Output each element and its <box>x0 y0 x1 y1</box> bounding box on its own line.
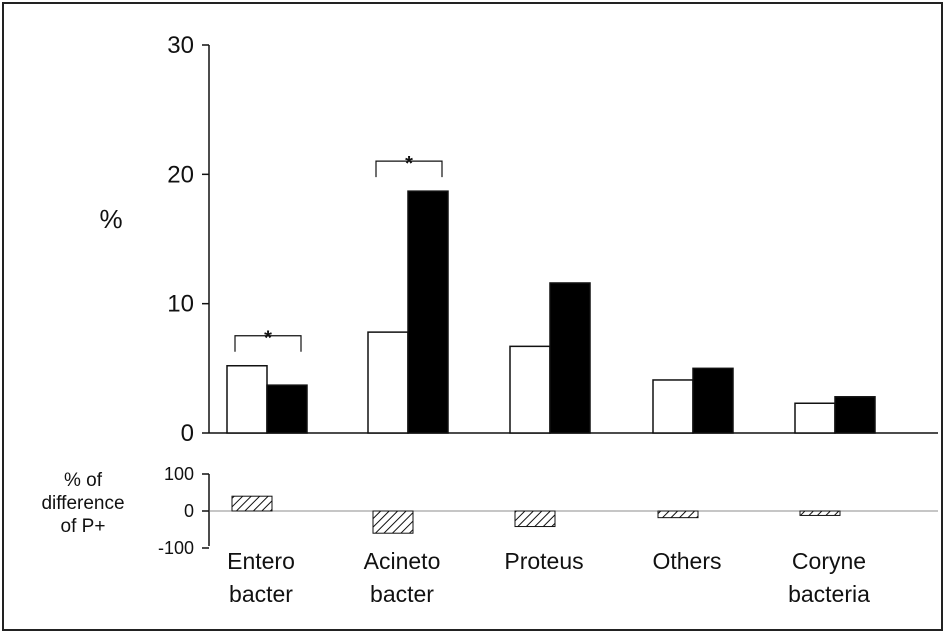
bracket-line <box>375 160 443 178</box>
difference-bar <box>231 495 273 512</box>
bottom-y-tick-label: 0 <box>184 501 194 521</box>
category-label: Others <box>652 548 721 574</box>
significance-star: * <box>264 328 272 350</box>
category-label: Entero <box>227 548 295 574</box>
top-y-tick-label: 0 <box>181 420 194 447</box>
top-y-tick-label: 30 <box>167 32 194 59</box>
category-labels: Entero bacter Acineto bacter Proteus Others Co… <box>227 548 870 607</box>
top-y-tick-label: 20 <box>167 161 194 188</box>
bar-filled <box>549 282 591 434</box>
chart-frame <box>2 2 943 631</box>
difference-bar <box>514 510 556 528</box>
category-label: bacter <box>370 581 434 607</box>
significance-bracket: * <box>375 153 443 178</box>
category-label: Coryne <box>792 548 866 574</box>
bar-open <box>367 331 409 434</box>
top-y-axis-label: % <box>99 204 122 234</box>
bar-open <box>226 364 268 434</box>
difference-bar <box>657 510 699 519</box>
bar-filled <box>407 190 449 434</box>
category-label: bacteria <box>788 581 870 607</box>
bar-filled <box>692 367 734 434</box>
category-label: Acineto <box>364 548 441 574</box>
bracket-line <box>234 335 302 352</box>
top-y-tick-label: 10 <box>167 291 194 318</box>
difference-bar <box>799 510 841 516</box>
category-label: Proteus <box>504 548 583 574</box>
bar-open <box>509 345 551 434</box>
bottom-y-axis-label: of P+ <box>61 516 106 537</box>
bar-filled <box>266 384 308 434</box>
significance-bracket: * <box>234 328 302 352</box>
bottom-y-tick-label: 100 <box>164 464 194 484</box>
top-panel-bars: ** <box>226 153 876 434</box>
category-label: bacter <box>229 581 293 607</box>
bar-open <box>652 379 694 434</box>
bar-open <box>794 402 836 434</box>
bottom-y-axis-label: difference <box>41 493 124 514</box>
difference-bar <box>372 510 414 534</box>
bottom-panel-bars <box>231 495 841 534</box>
significance-star: * <box>405 153 413 175</box>
bottom-y-axis-label: % of <box>64 470 103 491</box>
bar-filled <box>834 396 876 434</box>
bottom-y-tick-label: -100 <box>158 538 194 558</box>
